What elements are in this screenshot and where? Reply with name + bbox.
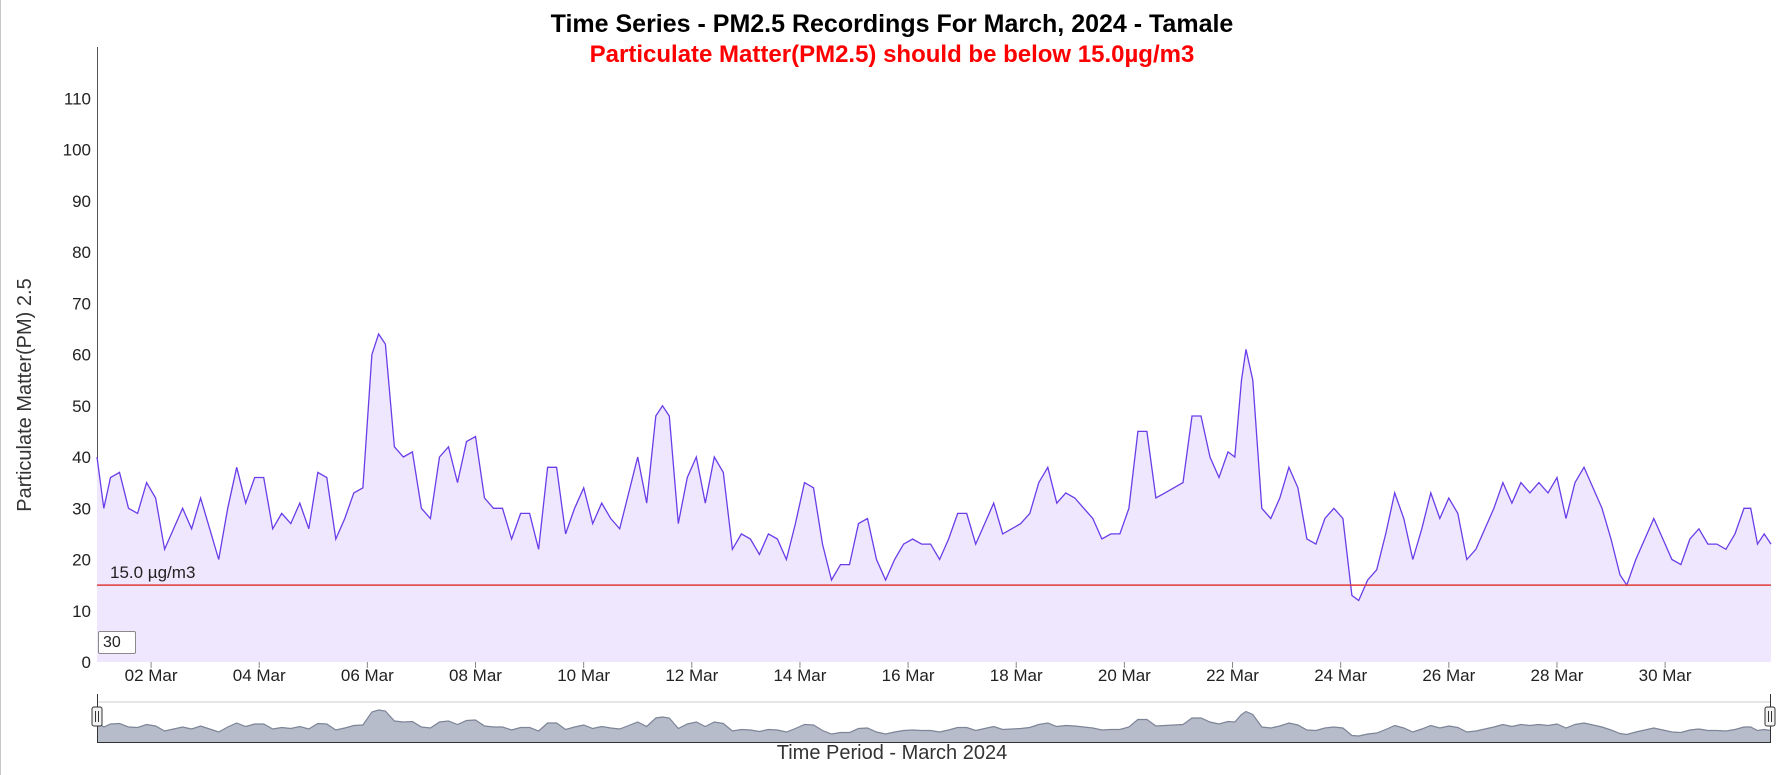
x-tick-label: 28 Mar — [1531, 666, 1584, 685]
navigator-left-handle[interactable] — [91, 706, 103, 727]
x-tick-label: 18 Mar — [990, 666, 1043, 685]
x-tick-label: 20 Mar — [1098, 666, 1151, 685]
rolling-period-input[interactable]: 30 — [98, 631, 136, 654]
x-tick-label: 24 Mar — [1314, 666, 1367, 685]
x-tick-label: 30 Mar — [1639, 666, 1692, 685]
navigator-right-handle[interactable] — [1764, 706, 1776, 727]
x-tick-label: 14 Mar — [773, 666, 826, 685]
navigator-line — [96, 709, 1772, 737]
x-tick-label: 08 Mar — [449, 666, 502, 685]
y-tick-label: 10 — [72, 602, 91, 621]
y-tick-label: 30 — [72, 499, 91, 518]
y-tick-label: 50 — [72, 397, 91, 416]
pm25-series-line[interactable] — [96, 332, 1772, 602]
x-tick-label: 10 Mar — [557, 666, 610, 685]
threshold-label: 15.0 µg/m3 — [110, 563, 195, 582]
pm25-area — [97, 334, 1771, 662]
y-axis-title: Particulate Matter(PM) 2.5 — [14, 278, 36, 511]
y-tick-label: 100 — [63, 141, 91, 160]
y-tick-label: 40 — [72, 448, 91, 467]
x-axis-ticks: 02 Mar 04 Mar 06 Mar 08 Mar 10 Mar 12 Mar 14 M… — [125, 662, 1692, 685]
navigator-area — [97, 710, 1771, 742]
y-tick-label: 20 — [72, 551, 91, 570]
x-tick-label: 02 Mar — [125, 666, 178, 685]
y-tick-label: 60 — [72, 346, 91, 365]
y-axis-ticks: 0 10 20 30 40 50 60 70 80 90 100 110 — [63, 89, 91, 672]
navigator[interactable] — [91, 694, 1776, 743]
y-tick-label: 80 — [72, 243, 91, 262]
y-tick-label: 90 — [72, 192, 91, 211]
x-tick-label: 06 Mar — [341, 666, 394, 685]
chart-subtitle: Particulate Matter(PM2.5) should be belo… — [589, 41, 1195, 68]
y-tick-label: 70 — [72, 294, 91, 313]
chart-title: Time Series - PM2.5 Recordings For March… — [550, 10, 1234, 38]
y-tick-label: 0 — [82, 653, 91, 672]
x-tick-label: 12 Mar — [665, 666, 718, 685]
x-axis-title: Time Period - March 2024 — [777, 742, 1007, 764]
page-left-border — [0, 0, 1, 775]
x-tick-label: 04 Mar — [233, 666, 286, 685]
x-tick-label: 26 Mar — [1422, 666, 1475, 685]
x-tick-label: 16 Mar — [882, 666, 935, 685]
y-tick-label: 110 — [64, 89, 91, 108]
x-tick-label: 22 Mar — [1206, 666, 1259, 685]
